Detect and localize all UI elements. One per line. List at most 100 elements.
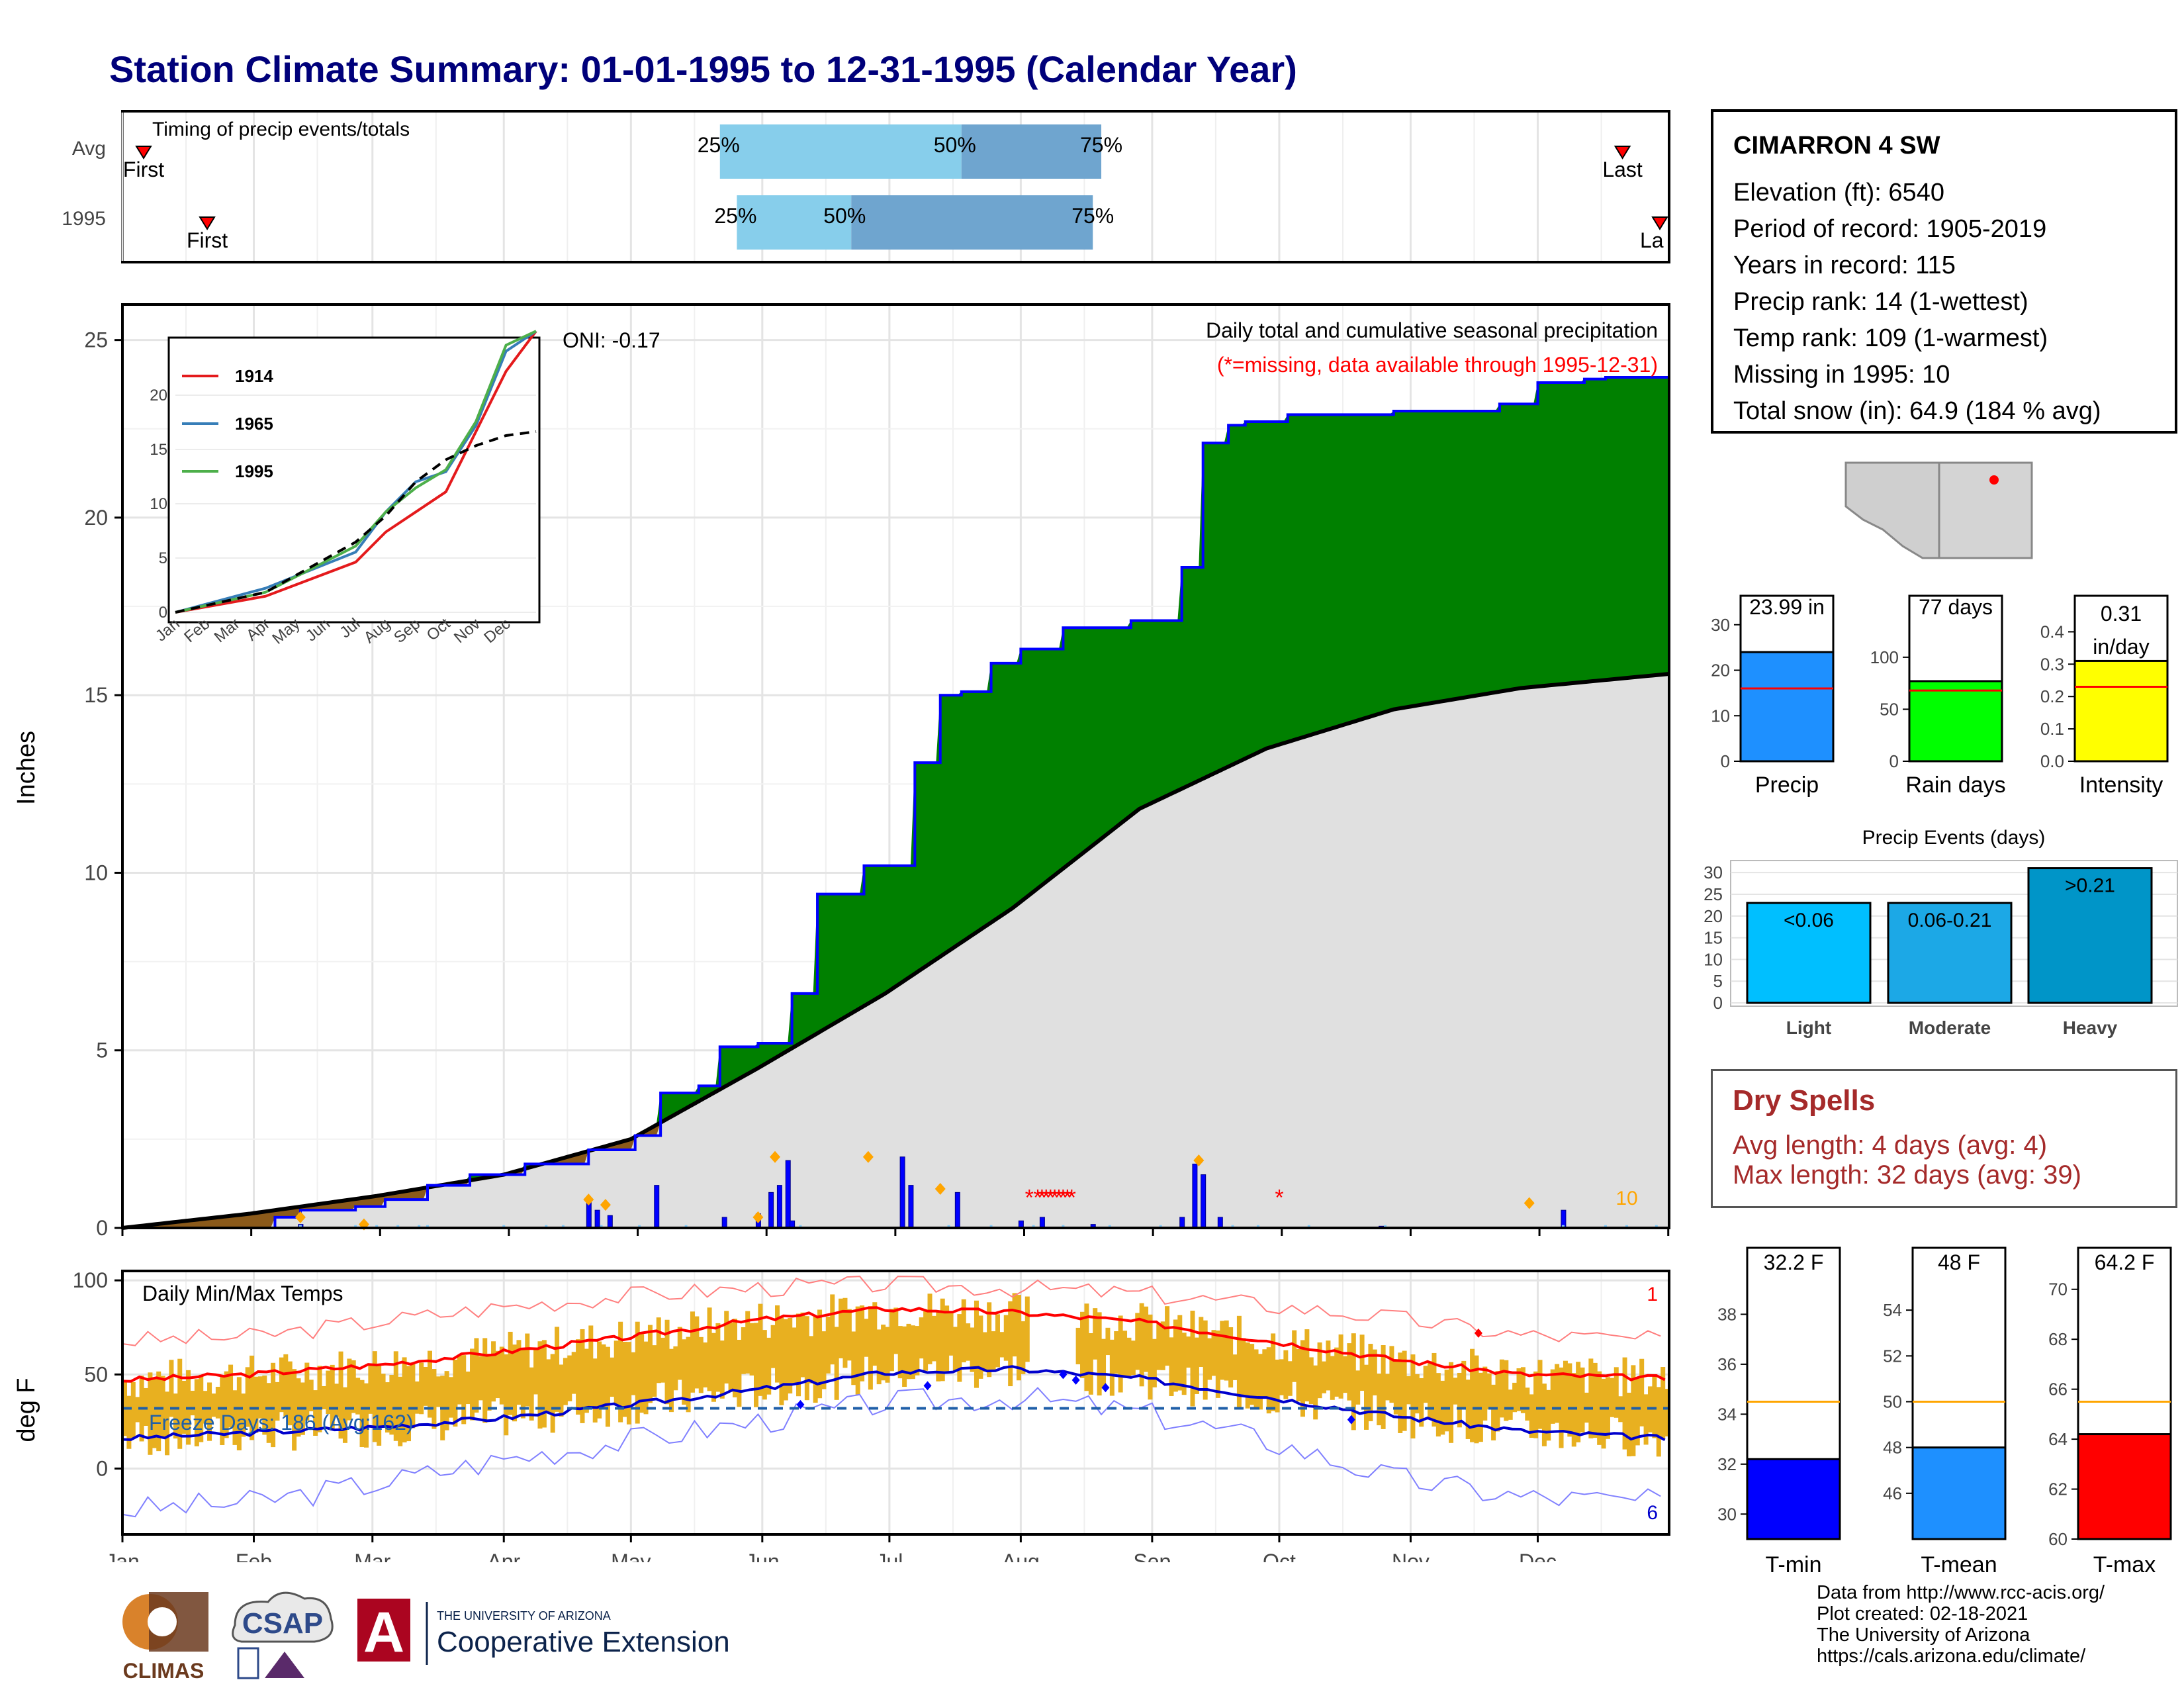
- daily-temp-bar: [406, 1366, 411, 1442]
- daily-temp-bar: [1097, 1312, 1102, 1396]
- daily-temp-bar: [948, 1312, 954, 1356]
- climas-logo: CLIMAS: [122, 1592, 208, 1683]
- daily-temp-bar: [385, 1382, 390, 1433]
- daily-temp-bar: [682, 1339, 687, 1405]
- temp-ylabel-holder: deg F: [13, 1378, 40, 1442]
- daily-temp-bar: [1588, 1358, 1594, 1438]
- events-ytick-label: 25: [1704, 884, 1723, 904]
- daily-temp-bar: [389, 1375, 394, 1435]
- daily-temp-bar: [199, 1374, 204, 1442]
- record-min-line: [122, 1387, 1661, 1518]
- daily-precip-bar: [654, 1185, 660, 1229]
- daily-temp-bar: [1635, 1378, 1640, 1446]
- daily-temp-bar: [1347, 1343, 1352, 1401]
- missing-count: 10: [1615, 1188, 1637, 1209]
- daily-temp-bar: [321, 1385, 326, 1409]
- daily-precip-bar: [594, 1209, 600, 1229]
- daily-temp-bar: [495, 1350, 500, 1399]
- daily-temp-bar: [707, 1307, 712, 1391]
- dry-spells-title: Dry Spells: [1733, 1084, 1876, 1117]
- events-ytick-label: 10: [1704, 949, 1723, 969]
- daily-temp-bar: [1105, 1327, 1111, 1356]
- events-category-label: Heavy: [2063, 1017, 2118, 1038]
- daily-temp-bar: [1334, 1347, 1340, 1397]
- daily-temp-bar: [643, 1341, 649, 1415]
- record-low-count: 6: [1647, 1502, 1658, 1524]
- daily-temp-bar: [1266, 1347, 1271, 1414]
- daily-temp-bar: [809, 1336, 814, 1383]
- daily-temp-bar: [275, 1382, 280, 1421]
- daily-temp-bar: [308, 1380, 314, 1411]
- daily-temp-bar: [855, 1306, 860, 1395]
- station-name: CIMARRON 4 SW: [1733, 132, 1940, 160]
- daily-temp-bar: [1410, 1354, 1416, 1439]
- summary-bar: [2073, 659, 2169, 763]
- daily-temp-bar: [889, 1309, 894, 1372]
- daily-temp-bar: [1610, 1378, 1615, 1417]
- daily-temp-bar: [1516, 1368, 1522, 1411]
- daily-temp-bar: [435, 1376, 441, 1407]
- daily-temp-bar: [690, 1311, 695, 1393]
- timing-triangle-marker: [135, 146, 152, 160]
- record-high-marker: [1474, 1328, 1482, 1338]
- daily-temp-bar: [1457, 1372, 1462, 1428]
- trace-bar: [947, 1225, 950, 1228]
- diamond-marker: [770, 1150, 781, 1163]
- daily-temp-bar: [792, 1327, 797, 1384]
- daily-temp-bar: [915, 1326, 920, 1376]
- daily-temp-bar: [555, 1327, 560, 1412]
- station-location-dot: [1989, 475, 1999, 485]
- daily-temp-bar: [1533, 1371, 1539, 1438]
- daily-temp-bar: [592, 1358, 598, 1423]
- daily-temp-bar: [363, 1383, 369, 1448]
- daily-temp-bar: [1156, 1324, 1161, 1370]
- daily-precip-bar: [1192, 1163, 1198, 1229]
- daily-temp-bar: [1398, 1352, 1403, 1433]
- daily-temp-bar: [541, 1340, 547, 1428]
- daily-temp-bar: [156, 1371, 161, 1452]
- daily-temp-bar: [215, 1386, 220, 1419]
- daily-temp-bar: [1008, 1301, 1013, 1387]
- month-label: Feb: [236, 1550, 272, 1562]
- summary-ytick-label: 0: [1889, 751, 1899, 771]
- daily-temp-bar: [597, 1341, 602, 1419]
- dry-spells-avg: Avg length: 4 days (avg: 4): [1733, 1131, 2048, 1160]
- trace-bar: [1032, 1225, 1035, 1228]
- missing-marker: *: [1275, 1186, 1283, 1211]
- summary-value-label: 77 days: [1919, 595, 1993, 619]
- daily-temp-bar: [567, 1355, 572, 1401]
- inset-ytick-label: 15: [150, 441, 167, 459]
- pct-label: 75%: [1071, 204, 1114, 228]
- station-info-line: Temp rank: 109 (1-warmest): [1733, 324, 2048, 352]
- daily-temp-bar: [1101, 1338, 1107, 1389]
- daily-temp-bar: [1224, 1320, 1229, 1381]
- daily-temp-bar: [1372, 1349, 1377, 1395]
- ua-logo: A THE UNIVERSITY OF ARIZONA Cooperative …: [357, 1599, 730, 1665]
- daily-temp-bar: [1326, 1340, 1331, 1391]
- precip-ytick-label: 5: [96, 1039, 108, 1062]
- daily-temp-bar: [1257, 1354, 1263, 1410]
- diamond-marker: [752, 1211, 764, 1223]
- daily-temp-bar: [508, 1331, 513, 1415]
- average-line: [122, 672, 1670, 1230]
- daily-temp-bar: [1084, 1303, 1089, 1391]
- freeze-label: Freeze Days: 186 (Avg:162): [149, 1411, 414, 1434]
- trace-bar: [298, 1225, 302, 1228]
- daily-temp-bar: [220, 1377, 225, 1445]
- timing-triangle-marker: [199, 216, 216, 230]
- daily-temp-bar: [1461, 1360, 1467, 1409]
- quartile-bar-lower: [719, 124, 962, 179]
- temp-yticks: 0 50 100: [73, 1268, 122, 1481]
- daily-temp-bar: [576, 1339, 581, 1415]
- daily-temp-bar: [1631, 1365, 1636, 1456]
- precip-chart: * ********* * 0 5 10 15 20 25 Inches ONI: -0.17…: [13, 303, 1670, 1240]
- daily-temp-bar: [1359, 1335, 1365, 1391]
- daily-temp-bar: [974, 1300, 979, 1388]
- ua-letter: A: [363, 1601, 404, 1664]
- page-title: Station Climate Summary: 01-01-1995 to 1…: [109, 48, 1297, 90]
- daily-precip-bar: [1039, 1217, 1045, 1229]
- daily-temp-bar: [749, 1323, 754, 1376]
- daily-temp-bar: [1428, 1361, 1433, 1419]
- precip-yticks: 0 5 10 15 20 25: [84, 328, 1670, 1240]
- tsummary-ytick-label: 34: [1717, 1404, 1737, 1424]
